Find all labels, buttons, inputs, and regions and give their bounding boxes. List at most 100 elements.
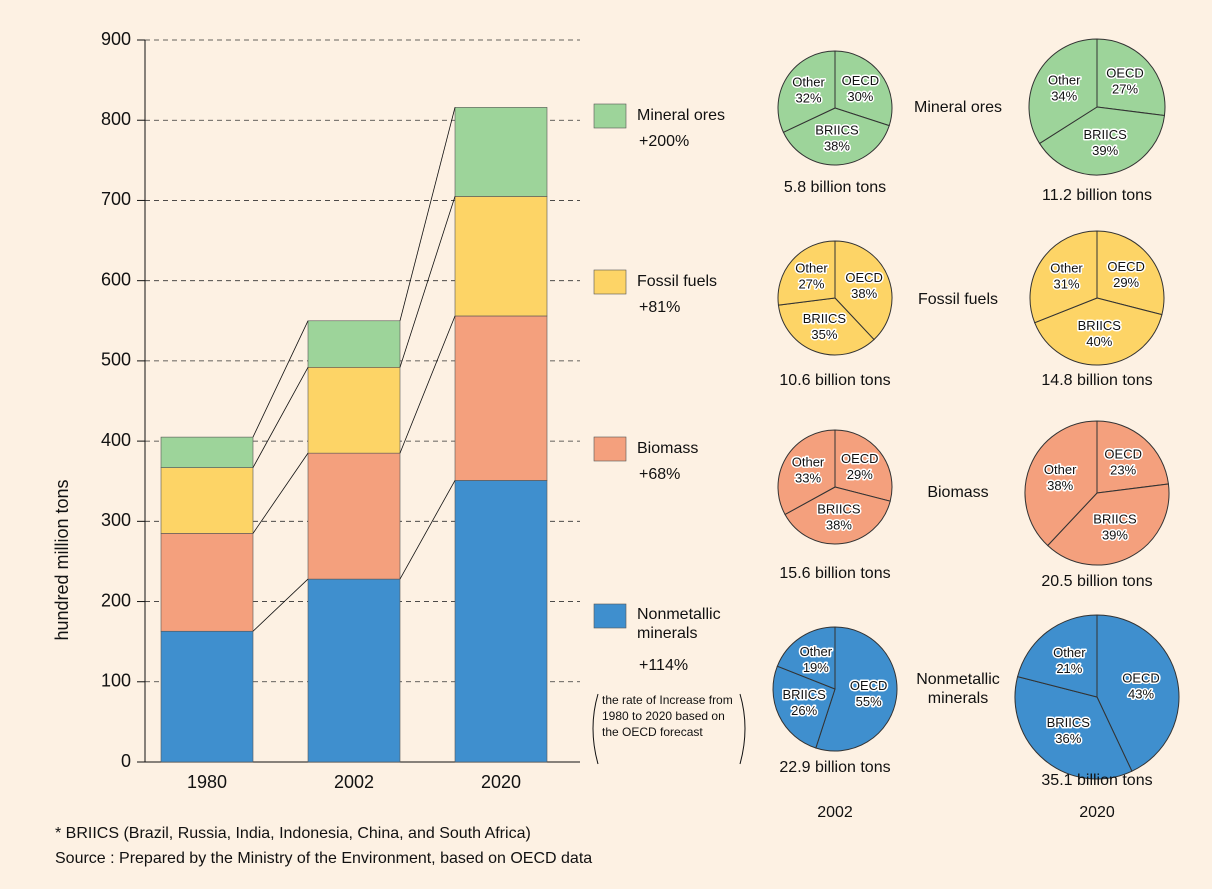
pie-slice: [1096, 230, 1165, 316]
y-tick-label: 600: [101, 269, 131, 289]
slice-label: BRIICS: [817, 502, 861, 517]
pie-slice: [1014, 675, 1133, 780]
legend-label-box: Nonmetallic minerals: [637, 606, 721, 642]
slice-value-label: 33%: [795, 470, 821, 485]
pie-row-title: Mineral ores: [914, 99, 1002, 116]
slice-label: OECD: [1104, 447, 1142, 462]
legend-swatch: [593, 603, 627, 629]
pie-column-label: 2002: [817, 804, 853, 821]
slice-label: BRIICS: [1083, 127, 1127, 142]
pie-row-title: Nonmetallic minerals: [916, 671, 1000, 707]
legend-change: +81%: [639, 299, 680, 316]
pie-slice: [834, 50, 893, 127]
pie-slice: [1096, 38, 1166, 117]
pie-slice: [1096, 420, 1169, 494]
slice-value-label: 35%: [811, 327, 837, 342]
y-tick-label: 0: [121, 751, 131, 771]
pie-slice: [772, 665, 836, 749]
legend-change: +200%: [639, 133, 689, 150]
connector-line: [399, 480, 456, 580]
bar-segment: [307, 578, 401, 763]
slice-label: OECD: [1107, 259, 1145, 274]
slice-value-label: 19%: [803, 660, 829, 675]
footnote: Source : Prepared by the Ministry of the…: [55, 850, 592, 867]
slice-value-label: 29%: [1113, 275, 1139, 290]
slice-label: BRIICS: [1078, 318, 1122, 333]
slice-value-label: 21%: [1056, 661, 1082, 676]
pie-slice: [834, 240, 893, 341]
paren-left: [592, 693, 599, 765]
slice-value-label: 38%: [851, 286, 877, 301]
y-tick-label: 700: [101, 189, 131, 209]
note-box: the rate of Increase from 1980 to 2020 b…: [602, 693, 733, 739]
legend-swatch: [593, 269, 627, 295]
pie-slice: [1096, 614, 1180, 772]
slice-value-label: 31%: [1054, 277, 1080, 292]
slice-value-label: 27%: [798, 277, 824, 292]
bar-segment: [454, 315, 548, 481]
slice-label: OECD: [842, 73, 880, 88]
slice-value-label: 26%: [791, 703, 817, 718]
y-tick-label: 400: [101, 430, 131, 450]
paren-right: [739, 693, 746, 765]
pie-slice: [1034, 297, 1163, 366]
bar-segment: [160, 467, 254, 534]
slice-label: OECD: [1122, 671, 1160, 686]
y-axis-title: hundred million tons: [52, 479, 72, 640]
slice-value-label: 39%: [1102, 528, 1128, 543]
slice-label: Other: [1048, 72, 1081, 87]
pie-row-title-box: Nonmetallic minerals: [916, 671, 1000, 707]
pie-total: 14.8 billion tons: [1041, 372, 1152, 389]
y-tick-label: 100: [101, 671, 131, 691]
slice-value-label: 38%: [826, 518, 852, 533]
connector-line: [399, 196, 456, 368]
pie-total: 10.6 billion tons: [779, 372, 890, 389]
pie-slice: [815, 626, 898, 752]
pie-slice: [1016, 614, 1098, 698]
slice-value-label: 29%: [847, 467, 873, 482]
pie-total: 15.6 billion tons: [779, 565, 890, 582]
pie-total: 5.8 billion tons: [784, 179, 886, 196]
slice-value-label: 32%: [796, 91, 822, 106]
legend-change: +114%: [639, 657, 688, 674]
pie-total: 35.1 billion tons: [1041, 772, 1152, 789]
legend-label: Nonmetallic minerals: [637, 606, 721, 642]
bar-segment: [307, 367, 401, 454]
slice-label: Other: [792, 454, 825, 469]
pie-slice: [1029, 230, 1098, 324]
slice-value-label: 30%: [847, 89, 873, 104]
connector-line: [399, 107, 456, 321]
pie-slice: [834, 429, 893, 502]
bar-segment: [307, 320, 401, 368]
pie-total: 22.9 billion tons: [779, 759, 890, 776]
pie-row-title: Biomass: [927, 484, 988, 501]
bar-segment: [454, 480, 548, 763]
slice-label: BRIICS: [782, 687, 826, 702]
slice-value-label: 40%: [1086, 334, 1112, 349]
pie-total: 20.5 billion tons: [1041, 573, 1152, 590]
footnote: * BRIICS (Brazil, Russia, India, Indones…: [55, 825, 531, 842]
pie-slice: [784, 486, 891, 545]
slice-label: OECD: [845, 270, 883, 285]
connector-line: [252, 578, 309, 632]
y-tick-label: 800: [101, 109, 131, 129]
slice-label: BRIICS: [803, 311, 847, 326]
slice-value-label: 39%: [1092, 143, 1118, 158]
bar-segment: [307, 452, 401, 580]
pie-slice: [777, 297, 875, 356]
slice-label: OECD: [850, 678, 888, 693]
legend-label: Biomass: [637, 440, 698, 457]
slice-label: BRIICS: [1047, 715, 1091, 730]
pie-slice: [777, 50, 836, 133]
y-tick-label: 900: [101, 29, 131, 49]
y-tick-label: 300: [101, 510, 131, 530]
connector-line: [252, 452, 309, 534]
pie-slice: [776, 626, 836, 690]
legend-change: +68%: [639, 466, 680, 483]
bar-segment: [454, 107, 548, 197]
bar-segment: [160, 436, 254, 468]
y-tick-label: 200: [101, 590, 131, 610]
x-tick-label: 1980: [187, 772, 227, 792]
